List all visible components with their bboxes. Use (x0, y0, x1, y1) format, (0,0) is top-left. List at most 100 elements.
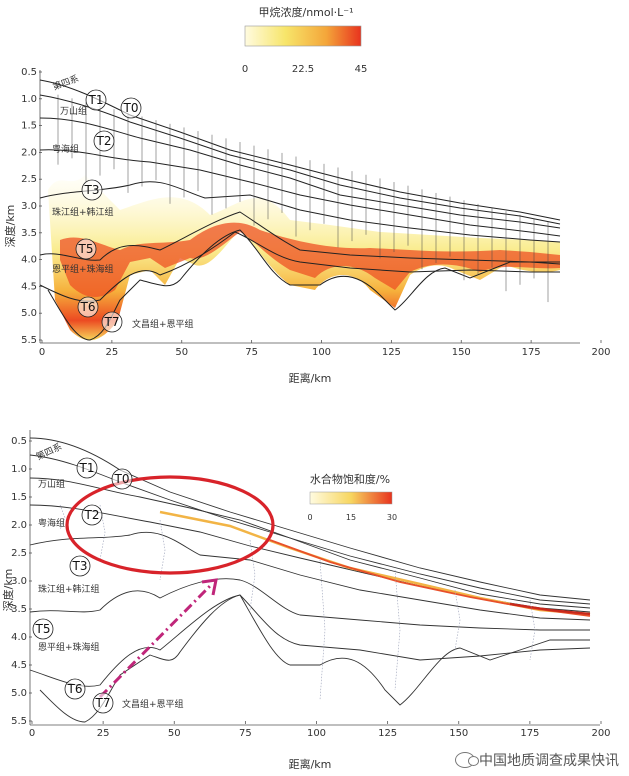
top-y-tick-label: 2.5 (21, 174, 37, 185)
bottom-y-tick-label: 4.0 (11, 632, 27, 643)
top-y-tick-label: 5.5 (21, 335, 37, 346)
top-x-label: 距离/km (289, 371, 332, 385)
bottom-well-traces (59, 504, 536, 701)
bottom-well-trace (394, 569, 401, 691)
bottom-colorbar-title: 水合物饱和度/% (310, 472, 390, 486)
top-unit-zhujiang: 珠江组+韩江组 (52, 206, 114, 218)
top-unit-wanshan: 万山组 (60, 105, 87, 117)
bottom-x-tick-label: 100 (307, 728, 326, 739)
bottom-y-tick-label: 2.5 (11, 548, 27, 559)
top-x-tick-label: 75 (245, 347, 258, 358)
bottom-unit-labels: 第四系 万山组 粤海组 珠江组+韩江组 恩平组+珠海组 文昌组+恩平组 (34, 440, 183, 710)
bottom-x-tick-label: 125 (378, 728, 397, 739)
top-t3-marker (81, 179, 103, 201)
bottom-t3-label: T3 (72, 559, 88, 573)
bottom-x-label: 距离/km (289, 757, 332, 771)
top-t2-marker (93, 130, 115, 152)
bottom-y-tick-label: 3.5 (11, 604, 27, 615)
bottom-well-trace (454, 589, 461, 651)
bottom-line-t1 (29, 477, 591, 609)
top-t6-marker (77, 296, 99, 318)
bottom-t0-marker (111, 468, 133, 490)
top-unit-wenchang: 文昌组+恩平组 (132, 318, 194, 330)
top-y-tick-label: 2.0 (21, 147, 37, 158)
top-t1-label: T1 (88, 93, 104, 107)
top-panel: 甲烷浓度/nmol·L⁻¹ 0 22.5 45 深度/km 距离/km 0 25 5… (3, 5, 611, 385)
bottom-hydrate-band-yellow (159, 510, 591, 616)
top-x-tick-label: 175 (522, 347, 541, 358)
bottom-y-tick-label: 0.5 (11, 436, 27, 447)
bottom-unit-wenchang: 文昌组+恩平组 (122, 698, 184, 710)
bottom-y-tick-label: 1.5 (11, 492, 27, 503)
bottom-x-tick-label: 50 (168, 728, 181, 739)
bottom-arrow-head (201, 578, 218, 596)
bottom-t1-marker (76, 457, 98, 479)
bottom-y-tick-label: 2.0 (11, 520, 27, 531)
bottom-x-tick-label: 175 (520, 728, 539, 739)
top-t5-marker (75, 238, 97, 260)
top-line-t5 (39, 211, 560, 263)
bottom-colorbar-tick-0: 0 (307, 513, 312, 522)
bottom-well-trace (529, 599, 536, 661)
top-x-tick-label: 25 (106, 347, 119, 358)
bottom-hydrate-band-red (509, 602, 591, 616)
bottom-horizon-labels: T1 T0 T2 T3 T5 T6 T7 (32, 457, 133, 714)
top-colorbar-tick-2: 45 (355, 64, 368, 75)
top-horizon-labels: T1 T0 T2 T3 T5 T6 T7 (75, 89, 142, 333)
bottom-line-t5 (29, 578, 590, 631)
bottom-well-trace (249, 539, 256, 611)
top-t0-label: T0 (123, 101, 139, 115)
top-y-tick-label: 3.0 (21, 201, 37, 212)
bottom-line-t3 (29, 531, 591, 621)
top-t5-label: T5 (78, 242, 94, 256)
bottom-colorbar-tick-2: 30 (387, 513, 397, 522)
top-colorbar-tick-0: 0 (242, 64, 248, 75)
top-t3-label: T3 (84, 183, 100, 197)
bottom-colorbar (309, 491, 393, 505)
watermark: 中国地质调查成果快讯 (455, 750, 619, 770)
top-y-tick-label: 3.5 (21, 228, 37, 239)
top-t7-label: T7 (104, 315, 120, 329)
top-y-tick-label: 5.0 (21, 308, 37, 319)
top-t1-marker (85, 89, 107, 111)
watermark-text: 中国地质调查成果快讯 (479, 753, 619, 769)
bottom-t2-marker (81, 504, 103, 526)
bottom-colorbar-tick-1: 15 (346, 513, 356, 522)
top-y-tick-label: 1.5 (21, 121, 37, 132)
bottom-t2-label: T2 (84, 508, 100, 522)
top-x-tick-label: 100 (312, 347, 331, 358)
bottom-x-tick-label: 150 (449, 728, 468, 739)
bottom-horizon-lines (29, 437, 591, 723)
top-vertical-ticks (57, 94, 549, 303)
bottom-t6-marker (64, 678, 86, 700)
bottom-x-tick-label: 200 (591, 728, 610, 739)
bottom-unit-wanshan: 万山组 (38, 478, 65, 490)
bottom-y-tick-label: 5.5 (11, 716, 27, 727)
bottom-ticks: 0 25 50 75 100 125 150 175 2000.51.01.52.02.53.0… (11, 436, 610, 739)
bottom-t0-label: T0 (114, 472, 130, 486)
top-unit-enping: 恩平组+珠海组 (52, 263, 114, 275)
bottom-well-trace (319, 559, 326, 701)
bottom-t1-label: T1 (79, 461, 95, 475)
bottom-unit-zhujiang: 珠江组+韩江组 (38, 583, 100, 595)
bottom-y-tick-label: 1.0 (11, 464, 27, 475)
top-colorbar-tick-1: 22.5 (292, 64, 314, 75)
bottom-line-t0 (29, 454, 591, 605)
bottom-unit-enping: 恩平组+珠海组 (38, 641, 100, 653)
bottom-y-tick-label: 5.0 (11, 688, 27, 699)
top-y-label: 深度/km (3, 205, 17, 248)
top-unit-yuehai: 粤海组 (52, 143, 79, 155)
bottom-highlight-ellipse (65, 475, 275, 575)
top-t2-label: T2 (96, 134, 112, 148)
top-y-tick-label: 4.5 (21, 281, 37, 292)
top-colorbar-title: 甲烷浓度/nmol·L⁻¹ (258, 5, 353, 19)
bottom-well-trace (159, 519, 166, 581)
bottom-y-label: 深度/km (1, 569, 15, 612)
top-line-t3 (39, 181, 561, 243)
top-line-t7 (47, 229, 561, 341)
top-x-tick-label: 150 (452, 347, 471, 358)
bottom-x-tick-label: 0 (29, 728, 35, 739)
bottom-t7-label: T7 (95, 696, 111, 710)
bottom-x-tick-label: 25 (97, 728, 110, 739)
